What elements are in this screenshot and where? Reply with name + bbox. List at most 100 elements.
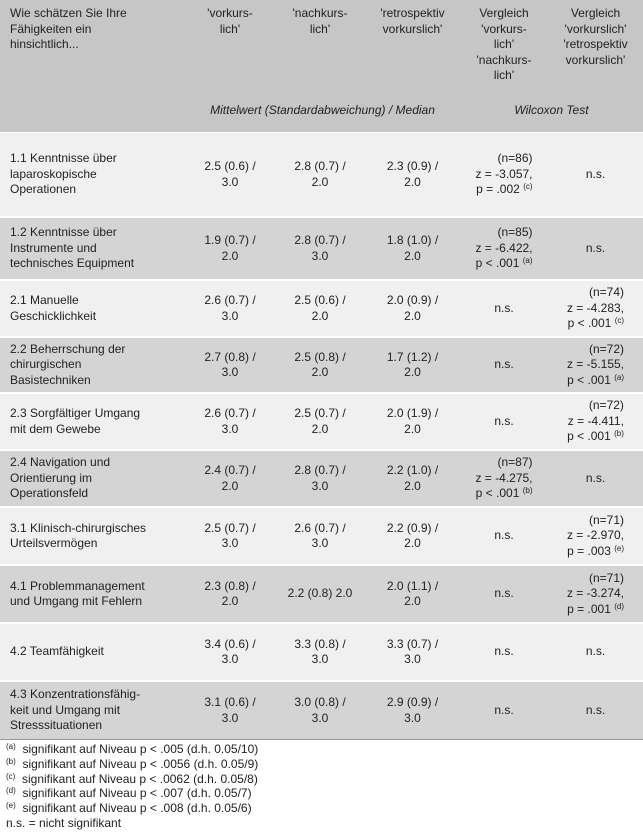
cell-line: 2.5 (0.7) /: [294, 406, 346, 420]
table-cell: 2.8 (0.7) /3.0: [275, 450, 365, 507]
cell-line: z = -5.155,: [567, 357, 624, 373]
header-line: Wie schätzen Sie Ihre: [10, 6, 127, 20]
cell-line: 2.0: [311, 365, 329, 379]
header-line: 'vorkurslich': [564, 21, 627, 36]
footnote-text: signifikant auf Niveau p < .005 (d.h. 0.…: [22, 742, 259, 756]
cell-line: 2.0: [404, 536, 421, 550]
cell-line: n.s.: [585, 240, 606, 255]
cell-line: z = -4.283,: [567, 301, 624, 317]
table-cell: n.s.: [460, 393, 548, 450]
cell-text: (n=71): [588, 512, 625, 527]
table-cell: 2.5 (0.8) /2.0: [275, 337, 365, 393]
cell-line: 2.0: [311, 174, 329, 189]
cell-line: 3.1 (0.6) /: [204, 695, 256, 709]
cell-line: 3.0 (0.8) /: [294, 695, 346, 709]
cell-line: p < .001 (b): [475, 486, 533, 502]
table-cell: 2.5 (0.7) /2.0: [275, 393, 365, 450]
row-label: 2.4 Navigation und Orientierung im Operati…: [0, 450, 185, 507]
cell-line: 3.0: [221, 174, 239, 189]
cell-text: (n=86): [497, 151, 533, 166]
cell-line: 2.0: [404, 594, 421, 608]
column-header: Vergleich'vorkurs-lich''nachkurs-lich': [460, 0, 548, 92]
cell-text: (n=72): [588, 341, 625, 356]
footnote-mark: (e): [6, 801, 16, 811]
table-cell: n.s.: [548, 681, 643, 740]
cell-line: 2.6 (0.7) /: [204, 406, 256, 420]
cell-line: 2.5 (0.6) /: [204, 159, 256, 173]
table-cell: 2.0 (0.9) /2.0: [365, 280, 460, 337]
cell-text: (n=71): [588, 570, 625, 585]
table-cell: (n=86) z = -3.057, p = .002 (c): [460, 132, 548, 217]
cell-line: 2.2 (0.8) 2.0: [287, 586, 353, 601]
footnote-text: signifikant auf Niveau p < .0062 (d.h. 0…: [22, 771, 258, 786]
table-cell: n.s.: [460, 681, 548, 740]
row-label: 1.2 Kenntnisse über Instrumente und techni…: [0, 217, 185, 280]
table-cell: 3.4 (0.6) /3.0: [185, 623, 275, 681]
cell-text: z = -4.411,: [567, 413, 624, 428]
cell-line: 1.2 Kenntnisse über: [10, 225, 117, 240]
cell-line: 3.3 (0.8) /: [294, 636, 346, 651]
table-cell: n.s.: [460, 507, 548, 565]
footnote: (a) signifikant auf Niveau p < .005 (d.h…: [6, 742, 258, 757]
cell-line: 2.6 (0.7) /: [294, 520, 346, 535]
cell-text: z = -4.275,: [475, 470, 533, 485]
footnote-mark: (b): [522, 486, 533, 496]
row-background: [0, 682, 643, 739]
cell-line: (n=87): [475, 455, 532, 471]
table-cell: 2.3 (0.9) /2.0: [365, 132, 460, 217]
wilcoxon-result: (n=72) z = -4.411, p < .001 (b): [567, 398, 624, 445]
row-label: 3.1 Klinisch-chirurgisches Urteilsvermöge…: [0, 507, 185, 565]
row-background: [0, 624, 643, 680]
cell-line: chirurgischen: [10, 357, 82, 372]
table-cell: 1.7 (1.2) /2.0: [365, 337, 460, 393]
table-cell: 3.3 (0.8) /3.0: [275, 623, 365, 681]
cell-text: p = .003: [567, 543, 611, 558]
cell-line: und Umgang mit Fehlern: [10, 594, 143, 608]
row-label: 2.2 Beherrschung der chirurgischen Basiste…: [0, 337, 185, 393]
table-cell: 2.6 (0.7) /3.0: [185, 393, 275, 450]
cell-line: 2.0: [404, 478, 421, 493]
cell-line: 3.0: [311, 710, 329, 725]
table-cell: (n=74) z = -4.283, p < .001 (c): [548, 280, 643, 337]
cell-line: p < .001 (c): [567, 316, 624, 332]
cell-text: (n=72): [588, 398, 624, 413]
cell-text: p = .002: [476, 182, 520, 197]
cell-line: technisches Equipment: [10, 256, 135, 271]
wilcoxon-result: (n=74) z = -4.283, p < .001 (c): [567, 285, 624, 332]
footnote-mark: (b): [6, 756, 16, 766]
cell-line: n.s.: [494, 528, 514, 543]
table-cell: 2.6 (0.7) /3.0: [275, 507, 365, 565]
table-cell: (n=87) z = -4.275, p < .001 (b): [460, 450, 548, 507]
cell-line: z = -4.275,: [475, 471, 532, 487]
wilcoxon-result: (n=85) z = -6.422, p < .001 (a): [475, 225, 532, 272]
cell-line: Orientierung im: [10, 470, 93, 485]
wilcoxon-result: (n=87) z = -4.275, p < .001 (b): [475, 455, 532, 502]
column-header: 'retrospektiv vorkurslich': [365, 0, 460, 92]
cell-text: p < .001: [567, 372, 611, 387]
footnote-text: signifikant auf Niveau p < .008 (d.h. 0.…: [22, 801, 252, 816]
cell-line: 1.7 (1.2) /: [386, 349, 439, 364]
cell-line: (n=72): [567, 398, 624, 414]
table-cell: (n=85) z = -6.422, p < .001 (a): [460, 217, 548, 280]
cell-line: 1.9 (0.7) /: [204, 233, 256, 247]
row-label: 1.1 Kenntnisse über laparoskopische Operat…: [0, 132, 185, 217]
footnote: (e) signifikant auf Niveau p < .008 (d.h…: [6, 801, 258, 816]
footnote-mark: (c): [6, 771, 16, 781]
row-label: 2.3 Sorgfältiger Umgang mit dem Gewebe: [0, 393, 185, 450]
cell-text: p < .001: [567, 316, 612, 331]
cell-line: 2.5 (0.6) /: [294, 293, 346, 307]
cell-line: (n=71): [567, 571, 624, 587]
cell-text: z = -6.422,: [475, 240, 533, 255]
row-background: [0, 338, 643, 392]
cell-text: z = -4.283,: [566, 300, 625, 315]
table-cell: 2.2 (0.9) /2.0: [365, 507, 460, 565]
header-line: 'vorkurs-: [207, 6, 253, 20]
cell-line: 2.4 Navigation und: [10, 455, 111, 470]
cell-line: 3.0: [311, 652, 329, 666]
cell-line: 3.0: [221, 710, 239, 725]
table-cell: n.s.: [548, 217, 643, 280]
footnote: (c) signifikant auf Niveau p < .0062 (d.…: [6, 772, 258, 787]
cell-text: (n=74): [588, 285, 625, 300]
cell-line: 2.0 (0.9) /: [386, 293, 439, 307]
table-cell: (n=71) z = -3.274, p = .001 (d): [548, 565, 643, 623]
